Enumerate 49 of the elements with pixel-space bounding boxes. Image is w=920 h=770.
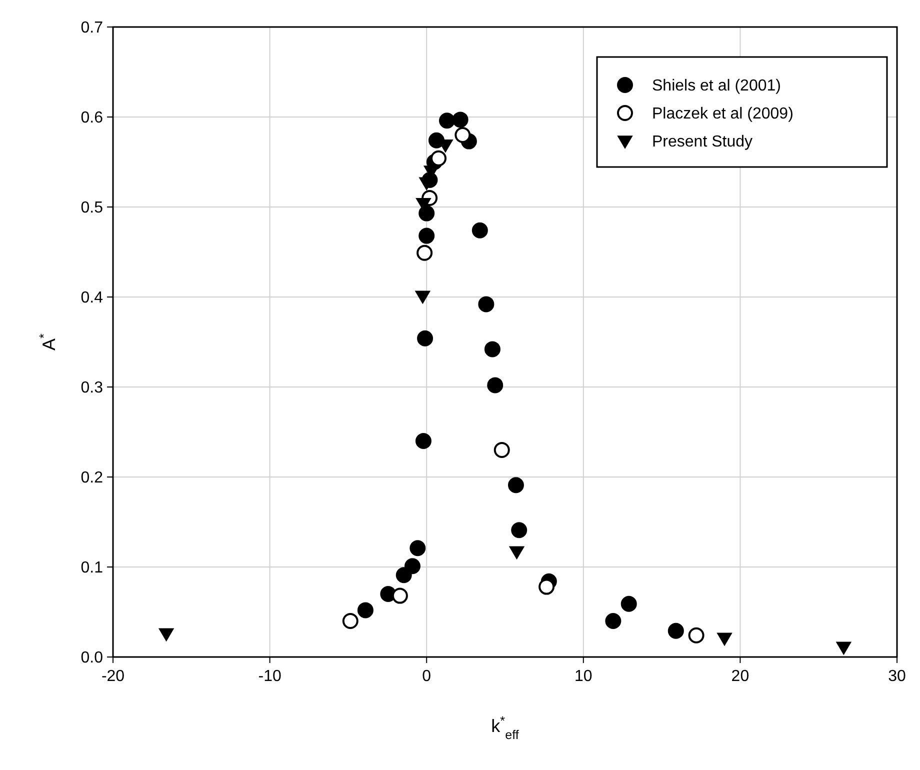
y-tick-label: 0.0: [80, 650, 104, 667]
point: [717, 632, 732, 646]
y-tick-label: 0.7: [80, 20, 104, 37]
y-tick-label: 0.2: [80, 470, 104, 487]
x-tick-label: 30: [888, 668, 906, 685]
y-tick-label: 0.1: [80, 560, 104, 577]
point: [430, 150, 447, 166]
point: [509, 546, 524, 560]
point: [158, 628, 174, 642]
point: [415, 290, 430, 304]
point: [404, 558, 420, 574]
y-tick-label: 0.4: [80, 290, 104, 307]
y-tick-label: 0.6: [80, 110, 104, 127]
point: [342, 613, 358, 629]
point: [392, 588, 408, 604]
legend-label: Shiels et al (2001): [652, 78, 781, 95]
point: [438, 112, 455, 129]
point: [472, 222, 488, 238]
x-tick-label: 0: [422, 668, 432, 685]
x-tick-label: -20: [101, 668, 125, 685]
x-tick-label: 10: [574, 668, 592, 685]
point: [538, 578, 555, 595]
point: [357, 602, 374, 618]
point: [454, 127, 471, 143]
point: [416, 244, 433, 261]
x-tick-label: -10: [258, 668, 282, 685]
point: [478, 296, 494, 312]
y-tick-label: 0.5: [80, 200, 104, 217]
point: [418, 228, 435, 244]
point: [688, 627, 704, 644]
point: [396, 567, 412, 584]
point: [508, 477, 524, 494]
legend-label: Placzek et al (2009): [652, 106, 794, 123]
point: [418, 205, 435, 222]
point: [605, 613, 622, 629]
point: [511, 522, 528, 538]
point: [836, 642, 852, 655]
point: [484, 341, 500, 358]
point: [494, 442, 510, 458]
point: [410, 540, 426, 556]
point: [668, 622, 684, 639]
point: [487, 377, 504, 394]
legend-label: Present Study: [652, 134, 752, 151]
point: [620, 596, 637, 612]
point: [415, 433, 432, 449]
y-tick-label: 0.3: [80, 380, 104, 397]
point: [417, 330, 434, 346]
x-tick-label: 20: [731, 668, 750, 685]
point: [452, 112, 468, 128]
